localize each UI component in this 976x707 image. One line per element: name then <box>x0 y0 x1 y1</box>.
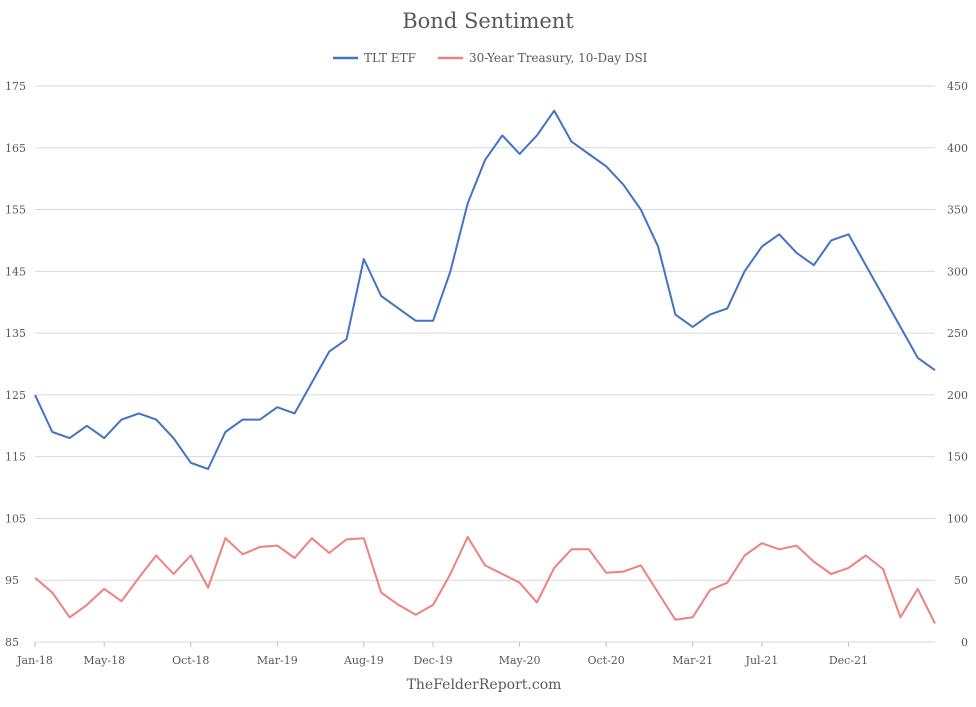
left-y-tick-label: 135 <box>5 327 26 340</box>
x-tick-label: May-18 <box>83 654 125 667</box>
right-y-tick-label: 50 <box>954 574 968 587</box>
left-y-tick-label: 105 <box>5 512 26 525</box>
left-y-tick-label: 165 <box>5 142 26 155</box>
left-y-axis: 85 95 105 115 125 135 145 155 165 175 <box>5 80 26 649</box>
x-tick-label: Dec-21 <box>829 654 868 667</box>
x-tick-label: Oct-18 <box>172 654 209 667</box>
x-tick-label: Aug-19 <box>343 654 384 667</box>
x-tick-label: Dec-19 <box>413 654 452 667</box>
left-y-tick-label: 145 <box>5 265 26 278</box>
legend-label-tlt: TLT ETF <box>364 51 416 65</box>
gridlines <box>35 85 935 643</box>
right-y-tick-label: 250 <box>947 327 968 340</box>
chart-title: Bond Sentiment <box>402 9 574 33</box>
right-y-tick-label: 150 <box>947 451 968 464</box>
right-y-tick-label: 200 <box>947 389 968 402</box>
x-tick-label: Mar-19 <box>257 654 298 667</box>
right-y-tick-label: 0 <box>961 636 968 649</box>
x-tick-label: Jul-21 <box>745 654 779 667</box>
x-axis: Jan-18 May-18 Oct-18 Mar-19 Aug-19 Dec-19 May-… <box>16 642 868 667</box>
right-y-tick-label: 350 <box>947 204 968 217</box>
x-tick-label: Oct-20 <box>587 654 624 667</box>
x-tick-label: Mar-21 <box>672 654 713 667</box>
right-y-tick-label: 450 <box>947 80 968 93</box>
x-tick-label: May-20 <box>499 654 541 667</box>
source-credit: TheFelderReport.com <box>407 677 562 693</box>
series-layer <box>34 109 936 624</box>
left-y-tick-label: 125 <box>5 389 26 402</box>
left-y-tick-label: 85 <box>5 636 19 649</box>
series-line-tlt <box>34 109 936 470</box>
left-y-tick-label: 115 <box>5 451 26 464</box>
right-y-tick-label: 300 <box>947 265 968 278</box>
left-y-tick-label: 155 <box>5 204 26 217</box>
x-tick-label: Jan-18 <box>16 654 53 667</box>
left-y-tick-label: 95 <box>5 574 19 587</box>
legend: TLT ETF 30-Year Treasury, 10-Day DSI <box>333 51 648 65</box>
legend-label-dsi: 30-Year Treasury, 10-Day DSI <box>469 51 648 65</box>
series-line-dsi <box>34 536 936 624</box>
right-y-tick-label: 400 <box>947 142 968 155</box>
right-y-axis: 0 50 100 150 200 250 300 350 400 450 <box>947 80 968 649</box>
right-y-tick-label: 100 <box>947 512 968 525</box>
left-y-tick-label: 175 <box>5 80 26 93</box>
